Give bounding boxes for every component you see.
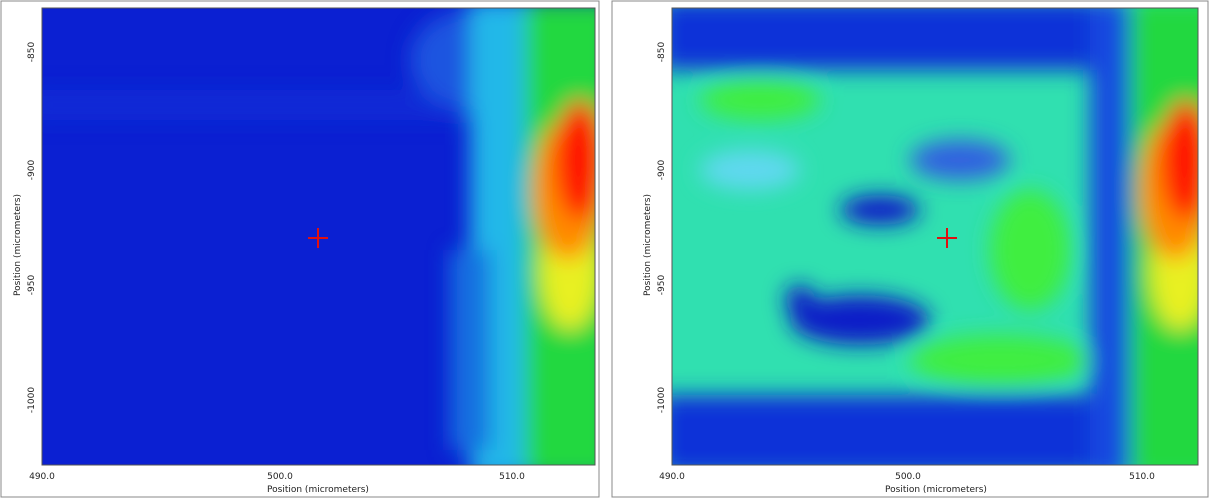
page: 490.0 500.0 510.0 Position (micrometers)…	[0, 0, 1210, 498]
x-tick-label: 490.0	[29, 472, 55, 482]
y-tick-label: -950	[27, 275, 37, 296]
x-axis-label: Position (micrometers)	[267, 485, 369, 495]
x-tick-label: 500.0	[895, 472, 921, 482]
screen: 490.0 500.0 510.0 Position (micrometers)…	[0, 0, 1210, 498]
x-axis-label: Position (micrometers)	[885, 485, 987, 495]
x-tick-label: 500.0	[267, 472, 293, 482]
y-tick-label: -900	[27, 160, 37, 181]
y-tick-label: -1000	[27, 387, 37, 413]
y-tick-label: -850	[27, 42, 37, 63]
x-tick-label: 510.0	[499, 472, 525, 482]
y-tick-label: -950	[657, 275, 667, 296]
x-tick-label: 510.0	[1129, 472, 1155, 482]
y-tick-label: -850	[657, 42, 667, 63]
x-tick-label: 490.0	[659, 472, 685, 482]
y-tick-label: -1000	[657, 387, 667, 413]
heatmap	[30, 0, 615, 480]
y-axis-label: Position (micrometers)	[13, 194, 23, 296]
heatmap	[660, 0, 1210, 480]
y-axis-label: Position (micrometers)	[643, 194, 653, 296]
y-tick-label: -900	[657, 160, 667, 181]
